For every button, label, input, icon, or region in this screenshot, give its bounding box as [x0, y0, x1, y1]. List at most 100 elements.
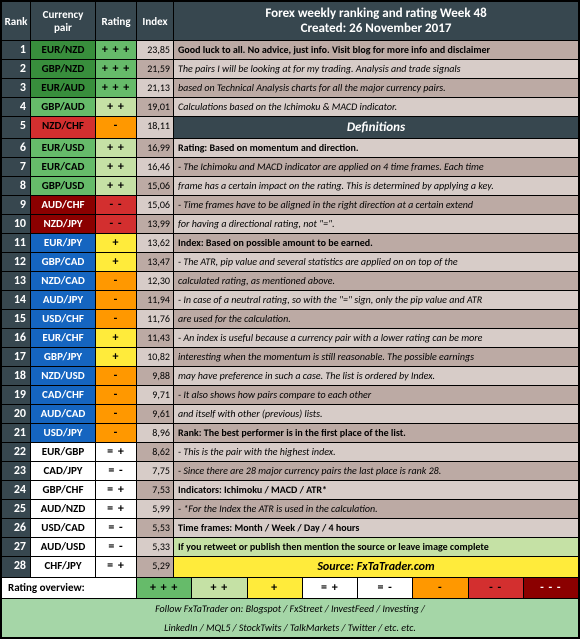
rank-cell: 14: [2, 291, 30, 309]
info-cell: may have preference in such a case. The …: [174, 367, 578, 385]
index-cell: 13,47: [137, 253, 173, 271]
rating-cell: -: [96, 367, 136, 385]
index-cell: 5,99: [137, 500, 173, 518]
info-cell: calculated rating, as mentioned above.: [174, 272, 578, 290]
pair-cell: CHF/JPY: [31, 557, 95, 577]
rank-cell: 18: [2, 367, 30, 385]
pair-cell: AUD/CHF: [31, 196, 95, 214]
table-header: Rank Currency pair Rating Index Forex we…: [2, 2, 578, 40]
info-cell: - *For the Index the ATR is used in the …: [174, 500, 578, 518]
rank-cell: 19: [2, 386, 30, 404]
table-row: 6EUR/USD+ +16,99Rating: Based on momentu…: [2, 139, 578, 157]
index-cell: 16,46: [137, 158, 173, 176]
info-cell: for having a directional rating, not "="…: [174, 215, 578, 233]
pair-cell: EUR/USD: [31, 139, 95, 157]
pair-cell: AUD/USD: [31, 538, 95, 556]
info-cell: Time frames: Month / Week / Day / 4 hour…: [174, 519, 578, 537]
index-cell: 21,59: [137, 60, 173, 78]
info-cell: interesting when the momentum is still r…: [174, 348, 578, 366]
rank-cell: 13: [2, 272, 30, 290]
pair-cell: GBP/AUD: [31, 98, 95, 116]
table-row: 20AUD/CAD-9,61 and itself with other (pr…: [2, 405, 578, 423]
table-row: 17GBP/JPY+10,82 interesting when the mom…: [2, 348, 578, 366]
pair-cell: EUR/GBP: [31, 443, 95, 461]
table-row: 12GBP/CAD+13,47- The ATR, pip value and …: [2, 253, 578, 271]
rating-cell: -: [96, 310, 136, 328]
rank-cell: 21: [2, 424, 30, 442]
info-cell: and itself with other (previous) lists.: [174, 405, 578, 423]
rank-cell: 1: [2, 41, 30, 59]
header-index: Index: [137, 2, 173, 40]
index-cell: 11,94: [137, 291, 173, 309]
pair-cell: EUR/CAD: [31, 158, 95, 176]
info-cell: frame has a certain impact on the rating…: [174, 177, 578, 195]
rank-cell: 27: [2, 538, 30, 556]
table-row: 18NZD/USD-9,88 may have preference in su…: [2, 367, 578, 385]
table-row: 27AUD/USD= -5,33If you retweet or publis…: [2, 538, 578, 556]
table-row: 13NZD/CAD-12,30 calculated rating, as me…: [2, 272, 578, 290]
rating-cell: -: [96, 405, 136, 423]
rating-cell: = +: [96, 557, 136, 577]
rating-cell: = -: [96, 519, 136, 537]
rank-cell: 4: [2, 98, 30, 116]
pair-cell: AUD/NZD: [31, 500, 95, 518]
index-cell: 13,99: [137, 215, 173, 233]
header-rank: Rank: [2, 2, 30, 40]
header-pair: Currency pair: [31, 2, 95, 40]
rating-cell: = +: [96, 481, 136, 499]
rating-cell: + +: [96, 158, 136, 176]
legend-cell: = +: [303, 578, 357, 598]
table-row: 7EUR/CAD+ +16,46- The Ichimoku and MACD …: [2, 158, 578, 176]
info-cell: are used for the calculation.: [174, 310, 578, 328]
table-row: 5NZD/CHF-18,11Definitions: [2, 117, 578, 138]
index-cell: 10,82: [137, 348, 173, 366]
pair-cell: GBP/JPY: [31, 348, 95, 366]
rank-cell: 24: [2, 481, 30, 499]
table-row: 10NZD/JPY- -13,99 for having a direction…: [2, 215, 578, 233]
table-row: 3EUR/AUD+ + +21,13based on Technical Ana…: [2, 79, 578, 97]
table-row: 26USD/CAD= -5,53Time frames: Month / Wee…: [2, 519, 578, 537]
rating-cell: +: [96, 253, 136, 271]
pair-cell: GBP/NZD: [31, 60, 95, 78]
pair-cell: NZD/USD: [31, 367, 95, 385]
footer-line1: Follow FxTaTrader on: Blogspot / FxStree…: [2, 599, 578, 618]
info-cell: Good luck to all. No advice, just info. …: [174, 41, 578, 59]
pair-cell: EUR/AUD: [31, 79, 95, 97]
rank-cell: 6: [2, 139, 30, 157]
table-row: 22EUR/GBP= +8,62- This is the pair with …: [2, 443, 578, 461]
rating-cell: = -: [96, 538, 136, 556]
rank-cell: 22: [2, 443, 30, 461]
table-row: 4GBP/AUD+ +19,01Calculations based on th…: [2, 98, 578, 116]
legend: Rating overview: + + ++ ++= += --- -- - …: [2, 578, 578, 598]
rank-cell: 11: [2, 234, 30, 252]
pair-cell: NZD/CAD: [31, 272, 95, 290]
index-cell: 19,01: [137, 98, 173, 116]
rank-cell: 26: [2, 519, 30, 537]
footer-line2: LinkedIn / MQL5 / StockTwits / TalkMarke…: [2, 618, 578, 637]
table-row: 24GBP/CHF= +7,53Indicators: Ichimoku / M…: [2, 481, 578, 499]
table-row: 23CAD/JPY= -7,75- Since there are 28 maj…: [2, 462, 578, 480]
pair-cell: USD/CAD: [31, 519, 95, 537]
rank-cell: 5: [2, 117, 30, 138]
legend-cell: - - -: [524, 578, 578, 598]
index-cell: 9,61: [137, 405, 173, 423]
index-cell: 12,30: [137, 272, 173, 290]
rating-cell: +: [96, 329, 136, 347]
rank-cell: 28: [2, 557, 30, 577]
rating-cell: + + +: [96, 41, 136, 59]
rating-cell: -: [96, 386, 136, 404]
index-cell: 5,33: [137, 538, 173, 556]
index-cell: 7,53: [137, 481, 173, 499]
index-cell: 16,99: [137, 139, 173, 157]
legend-cell: -: [413, 578, 467, 598]
table-row: 11EUR/JPY+13,62Index: Based on possible …: [2, 234, 578, 252]
rating-cell: -: [96, 117, 136, 138]
info-cell: - The Ichimoku and MACD indicator are ap…: [174, 158, 578, 176]
info-cell: - Since there are 28 major currency pair…: [174, 462, 578, 480]
title: Forex weekly ranking and rating Week 48 …: [174, 2, 578, 40]
rating-cell: + +: [96, 139, 136, 157]
rank-cell: 12: [2, 253, 30, 271]
rating-cell: -: [96, 291, 136, 309]
index-cell: 9,88: [137, 367, 173, 385]
rating-cell: +: [96, 348, 136, 366]
